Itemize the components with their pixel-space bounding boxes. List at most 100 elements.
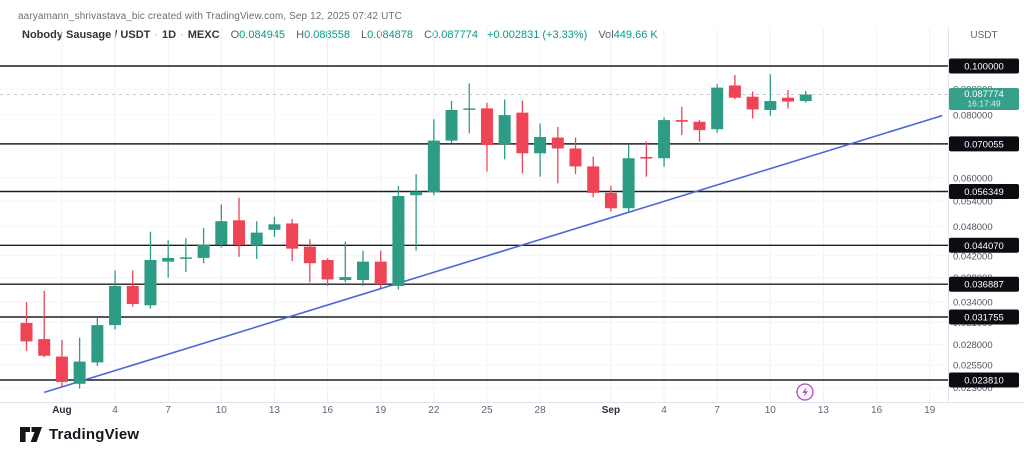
candle-body[interactable] [480,108,493,145]
separator-dot: · [180,29,184,41]
price-tick-label: 0.054000 [953,196,993,207]
candle-body[interactable] [20,322,33,342]
time-tick-label: 13 [269,405,281,416]
candle-body[interactable] [109,285,122,326]
candle-body[interactable] [144,260,157,306]
change-value: +0.002831 (+3.33%) [487,29,588,41]
candle-body[interactable] [427,140,440,193]
candle-body[interactable] [534,136,547,154]
candles[interactable] [20,74,812,389]
candle-body[interactable] [622,158,635,209]
candle-body[interactable] [551,137,564,149]
level-price-badge-text: 0.056349 [964,187,1004,198]
price-tick-label: 0.028000 [953,340,993,351]
level-price-badge [949,136,1019,152]
candle-body[interactable] [38,339,51,356]
currency-axis-label: USDT [970,30,997,41]
candle-body[interactable] [516,112,529,154]
price-tick-label: 0.025500 [953,360,993,371]
time-tick-label: 13 [818,405,830,416]
tradingview-logo[interactable]: TradingView [20,426,139,443]
candle-body[interactable] [179,257,192,259]
candle-body[interactable] [250,232,263,246]
candle-body[interactable] [463,108,476,110]
candle-body[interactable] [640,156,653,159]
time-tick-label: Aug [52,405,71,416]
level-price-badge [949,309,1019,325]
candle-body[interactable] [498,115,511,145]
price-tick-label: 0.060000 [953,173,993,184]
candle-body[interactable] [746,96,759,110]
candle-body[interactable] [215,221,228,245]
open-label: O [230,29,240,41]
current-price-countdown: 16:17:49 [967,99,1000,109]
level-price-badge-text: 0.044070 [964,241,1004,252]
time-tick-label: 25 [481,405,493,416]
volume-label: Vol [598,29,614,41]
low-value: 0.084878 [367,29,414,41]
candle-body[interactable] [356,261,369,281]
candle-body[interactable] [764,101,777,110]
candle-body[interactable] [711,87,724,130]
candle-body[interactable] [392,196,405,286]
candle-body[interactable] [728,85,741,98]
candle-body[interactable] [55,356,68,382]
candle-body[interactable] [604,192,617,209]
candle-body[interactable] [197,244,210,258]
candle-body[interactable] [782,97,795,102]
exchange-label[interactable]: MEXC [187,29,220,41]
separator-dot: · [154,29,159,41]
candle-body[interactable] [587,166,600,193]
trend-line[interactable] [43,114,943,394]
symbol-title[interactable]: Nobody Sausage / USDT [22,29,151,41]
close-value: 0.087774 [432,29,478,41]
interval-label[interactable]: 1D [162,29,177,41]
candle-body[interactable] [321,260,334,280]
price-tick-label: 0.042000 [953,251,993,262]
candle-body[interactable] [339,277,352,281]
candle-body[interactable] [445,109,458,141]
candle-body[interactable] [658,120,671,159]
volume-value: 449.66 K [613,29,658,41]
tradingview-logo-icon [20,427,42,442]
time-tick-label: 10 [765,405,777,416]
candle-body[interactable] [303,246,316,264]
candle-body[interactable] [126,285,139,304]
high-value: 0.088558 [304,29,350,41]
candle-body[interactable] [286,223,299,249]
level-price-badge-text: 0.031755 [964,312,1004,323]
candle-body[interactable] [569,148,582,167]
time-tick-label: 16 [322,405,334,416]
symbol-info-bar: Nobody Sausage / USDT · 1D · MEXC O0.084945 … [22,29,658,41]
candle-body[interactable] [374,261,387,285]
price-level-badges: 0.100000 0.070055 0.056349 0.044070 0.036887… [949,58,1019,388]
candle-body[interactable] [233,220,246,246]
candle-body[interactable] [268,224,281,230]
candle-body[interactable] [73,361,86,384]
lightning-icon[interactable] [796,383,814,401]
candle-body[interactable] [91,325,104,363]
candle-body[interactable] [693,121,706,131]
horizontal-level-lines[interactable] [0,65,948,381]
level-price-badge-text: 0.070055 [964,139,1004,150]
candle-body[interactable] [799,94,812,102]
level-price-badge [949,372,1019,388]
current-price-badge [949,88,1019,111]
time-tick-label: 7 [714,405,720,416]
current-price-badge-value: 0.087774 [964,89,1004,100]
time-tick-label: Sep [602,405,620,416]
candle-body[interactable] [162,257,175,262]
level-price-badge-text: 0.036887 [964,280,1004,291]
time-tick-label: 4 [112,405,118,416]
open-value: 0.084945 [239,29,286,41]
time-tick-label: 19 [375,405,387,416]
time-axis[interactable]: Aug 4 7 10 13 16 19 22 25 28 Sep 4 7 10 13 16 19 [52,405,936,416]
candle-body[interactable] [410,191,423,196]
candle-body[interactable] [675,120,688,122]
high-label: H [296,29,305,41]
trend-line-drawing[interactable] [43,114,943,394]
time-tick-label: 28 [535,405,547,416]
level-price-badge [949,237,1019,253]
